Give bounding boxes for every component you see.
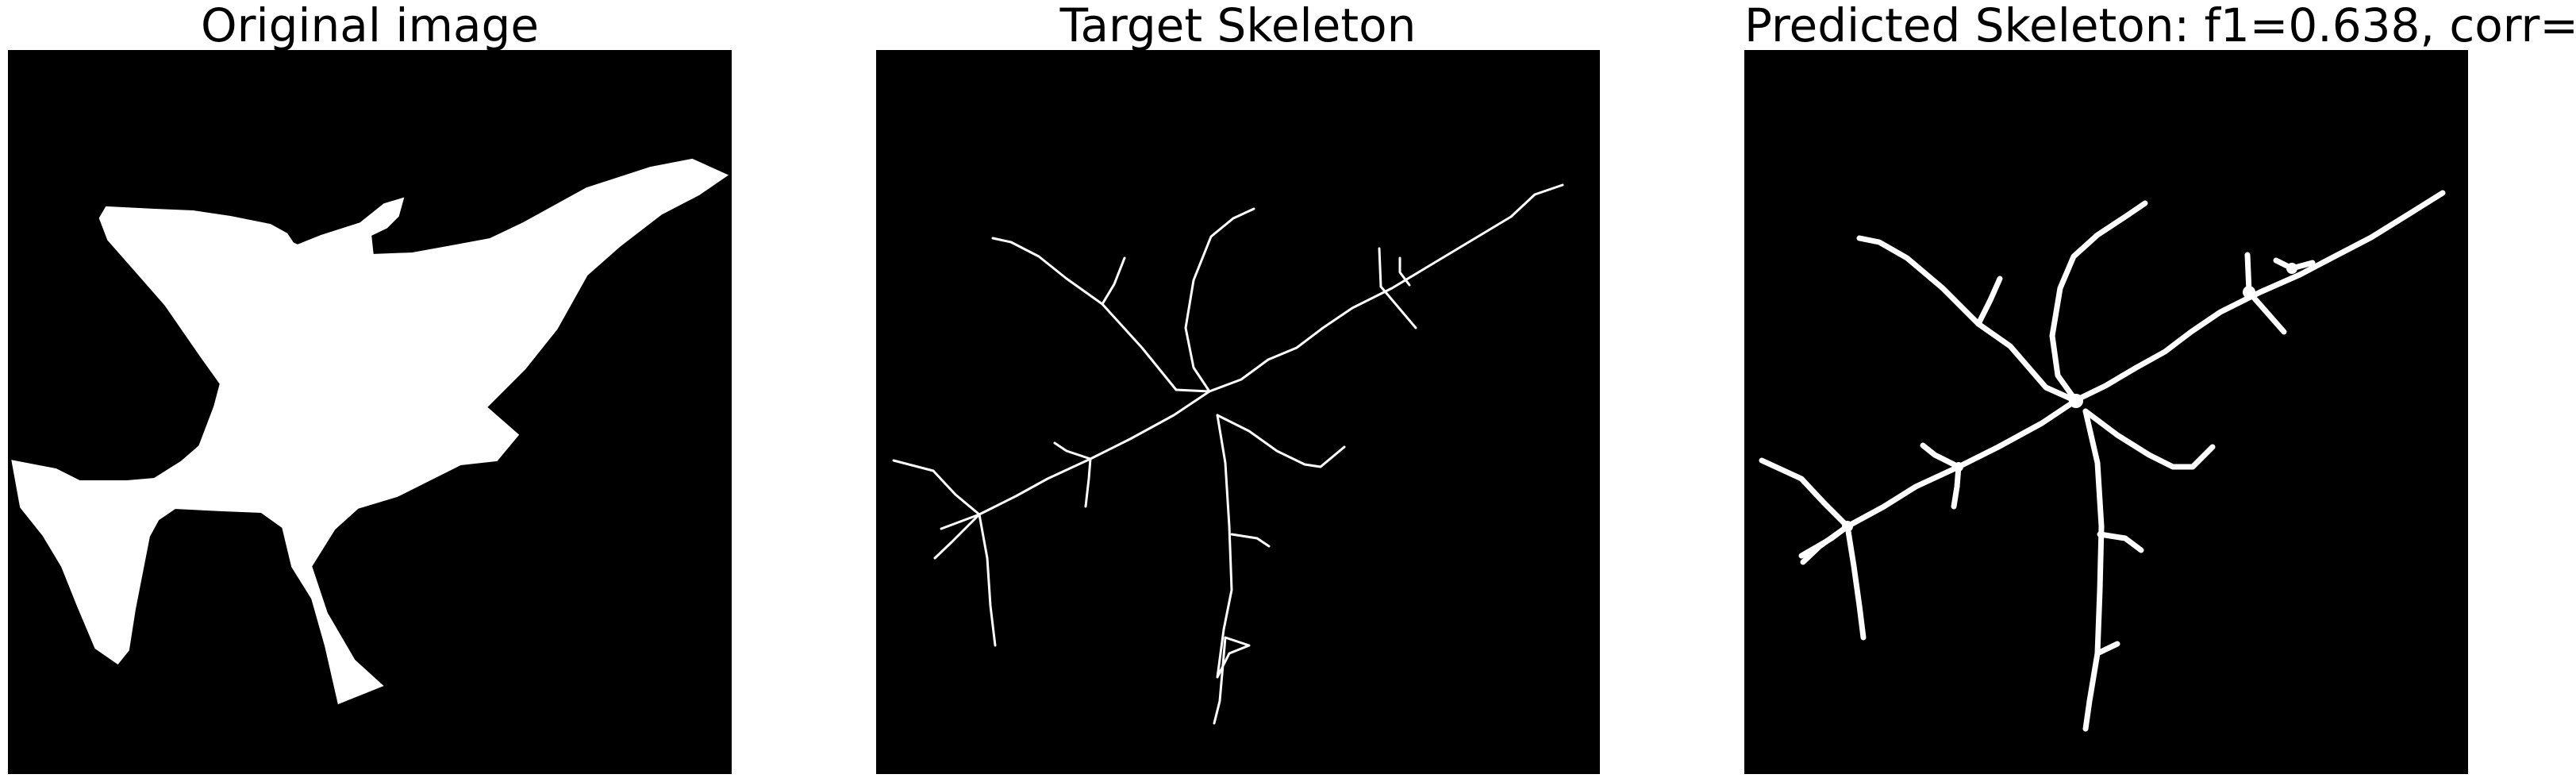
predicted-skeleton-image: [1744, 50, 2468, 774]
panel-target-skeleton: Target Skeleton: [876, 0, 1600, 782]
original-image: [8, 50, 732, 774]
panel-title-target: Target Skeleton: [1059, 0, 1417, 52]
predicted-skeleton: [1744, 50, 2468, 774]
panel-title-original: Original image: [200, 0, 540, 52]
panel-original-image: Original image: [8, 0, 732, 782]
panel-title-predicted: Predicted Skeleton: f1=0.638, corr=0.682: [1744, 0, 2576, 52]
panel-predicted-skeleton: Predicted Skeleton: f1=0.638, corr=0.682: [1744, 0, 2576, 782]
airplane-silhouette: [8, 50, 732, 774]
target-skeleton-image: [876, 50, 1600, 774]
target-skeleton: [876, 50, 1600, 774]
